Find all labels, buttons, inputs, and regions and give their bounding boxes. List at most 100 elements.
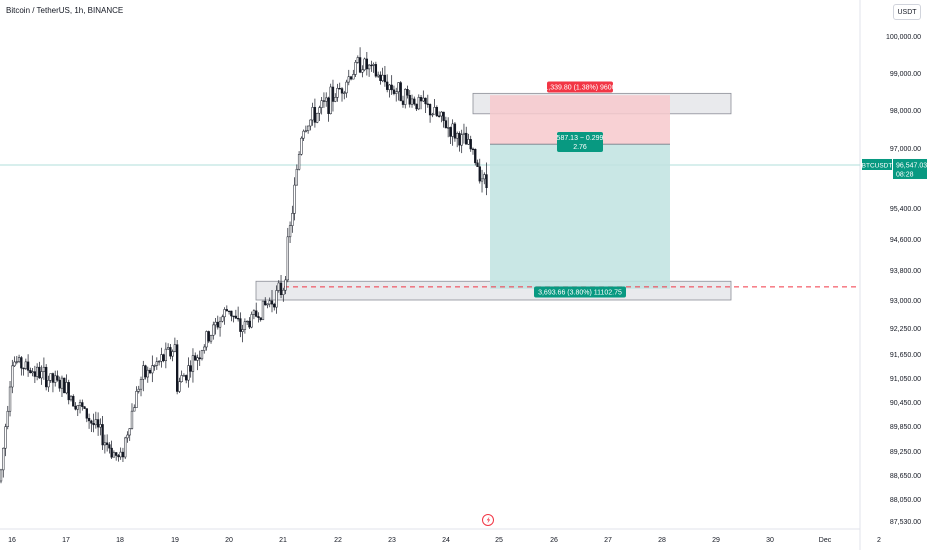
candle-body	[42, 366, 46, 372]
price-tick-label: 89,850.00	[890, 424, 921, 431]
candle-body	[347, 76, 350, 83]
candle-body	[81, 402, 84, 407]
candle-body	[187, 365, 190, 381]
candle-body	[361, 69, 364, 73]
candle-body	[413, 98, 416, 105]
entry-label-text: 2.76	[573, 144, 587, 151]
candle-body	[243, 321, 247, 330]
candle-body	[200, 350, 204, 360]
candle-body	[476, 162, 479, 167]
candle-body	[336, 88, 339, 98]
stop-loss-label[interactable]: 1,339.80 (1.38%) 9600	[544, 81, 616, 93]
candle-body	[419, 97, 423, 102]
candle-body	[103, 442, 107, 446]
symbol-title: Bitcoin / TetherUS, 1h, BINANCE	[6, 6, 124, 15]
candle-body	[374, 64, 378, 77]
candle-body	[63, 377, 66, 394]
candle-body	[474, 148, 477, 164]
candle-body	[178, 381, 181, 392]
candle-body	[65, 382, 68, 394]
candle-body	[35, 366, 39, 377]
candle-body	[300, 137, 303, 155]
candle-body	[259, 317, 262, 321]
candle-body	[426, 103, 429, 105]
candle-body	[189, 365, 192, 372]
candle-body	[304, 130, 308, 132]
candle-body	[56, 375, 59, 381]
candle-body	[390, 84, 393, 91]
candle-body	[133, 407, 136, 412]
price-tick-label: 88,650.00	[890, 473, 921, 480]
candle-body	[209, 335, 213, 342]
candle-body	[69, 395, 73, 401]
candle-body	[397, 82, 400, 93]
candle-body	[480, 178, 484, 182]
candle-body	[329, 86, 332, 114]
candle-body	[275, 290, 278, 308]
candle-body	[173, 344, 177, 352]
candle-body	[180, 375, 183, 382]
time-tick-label: 27	[604, 537, 612, 544]
candle-body	[428, 104, 432, 116]
candle-body	[96, 419, 100, 428]
candle-body	[144, 365, 147, 378]
candle-body	[72, 395, 75, 407]
candle-body	[383, 74, 387, 83]
candle-body	[157, 361, 161, 363]
candle-body	[338, 88, 341, 90]
candle-body	[112, 452, 116, 458]
candle-body	[483, 174, 486, 180]
time-tick-label: 22	[334, 537, 342, 544]
candle-body	[205, 331, 208, 348]
take-profit-label[interactable]: 3,693.66 (3.80%) 11102.75	[534, 286, 626, 298]
candle-body	[49, 373, 52, 381]
price-tick-label: 97,000.00	[890, 146, 921, 153]
candle-body	[20, 357, 23, 369]
candle-body	[92, 423, 95, 426]
candle-body	[440, 111, 443, 117]
price-tick-label: 87,530.00	[890, 519, 921, 526]
candle-body	[268, 300, 271, 305]
candle-body	[250, 314, 253, 328]
entry-label[interactable]: 587.13 − 0.299 2.76	[557, 132, 604, 152]
candle-body	[74, 405, 77, 410]
candle-body	[198, 357, 201, 360]
candle-body	[4, 426, 7, 449]
candle-body	[203, 346, 206, 351]
candle-body	[460, 134, 463, 146]
candle-body	[349, 76, 353, 80]
candle-body	[241, 329, 244, 332]
candle-body	[465, 132, 468, 145]
price-tick-label: 91,050.00	[890, 376, 921, 383]
candle-body	[121, 451, 125, 458]
candle-body	[234, 315, 238, 319]
price-tick-label: 94,600.00	[890, 237, 921, 244]
candle-body	[367, 64, 371, 70]
candle-body	[119, 451, 122, 458]
session-marker-icon[interactable]	[482, 514, 494, 526]
candle-body	[54, 375, 57, 383]
candle-body	[273, 303, 276, 308]
candle-body	[162, 354, 165, 362]
candle-body	[225, 309, 228, 312]
price-tick-label: 92,250.00	[890, 326, 921, 333]
price-tick-label: 93,800.00	[890, 268, 921, 275]
currency-selector[interactable]: USDT	[893, 4, 921, 20]
symbol-tag: BTCUSDT	[862, 162, 893, 169]
reward-zone[interactable]	[490, 144, 670, 289]
candle-body	[171, 351, 174, 357]
candle-body	[458, 133, 461, 146]
candle-body	[214, 321, 217, 326]
candle-body	[13, 361, 16, 367]
candle-body	[76, 404, 79, 410]
candle-body	[255, 310, 258, 317]
candle-body	[365, 58, 369, 70]
candle-body	[444, 120, 448, 129]
time-tick-label: 17	[62, 537, 70, 544]
candle-body	[462, 132, 466, 135]
candle-body	[456, 133, 459, 139]
candle-body	[293, 184, 296, 214]
candle-body	[433, 107, 436, 115]
